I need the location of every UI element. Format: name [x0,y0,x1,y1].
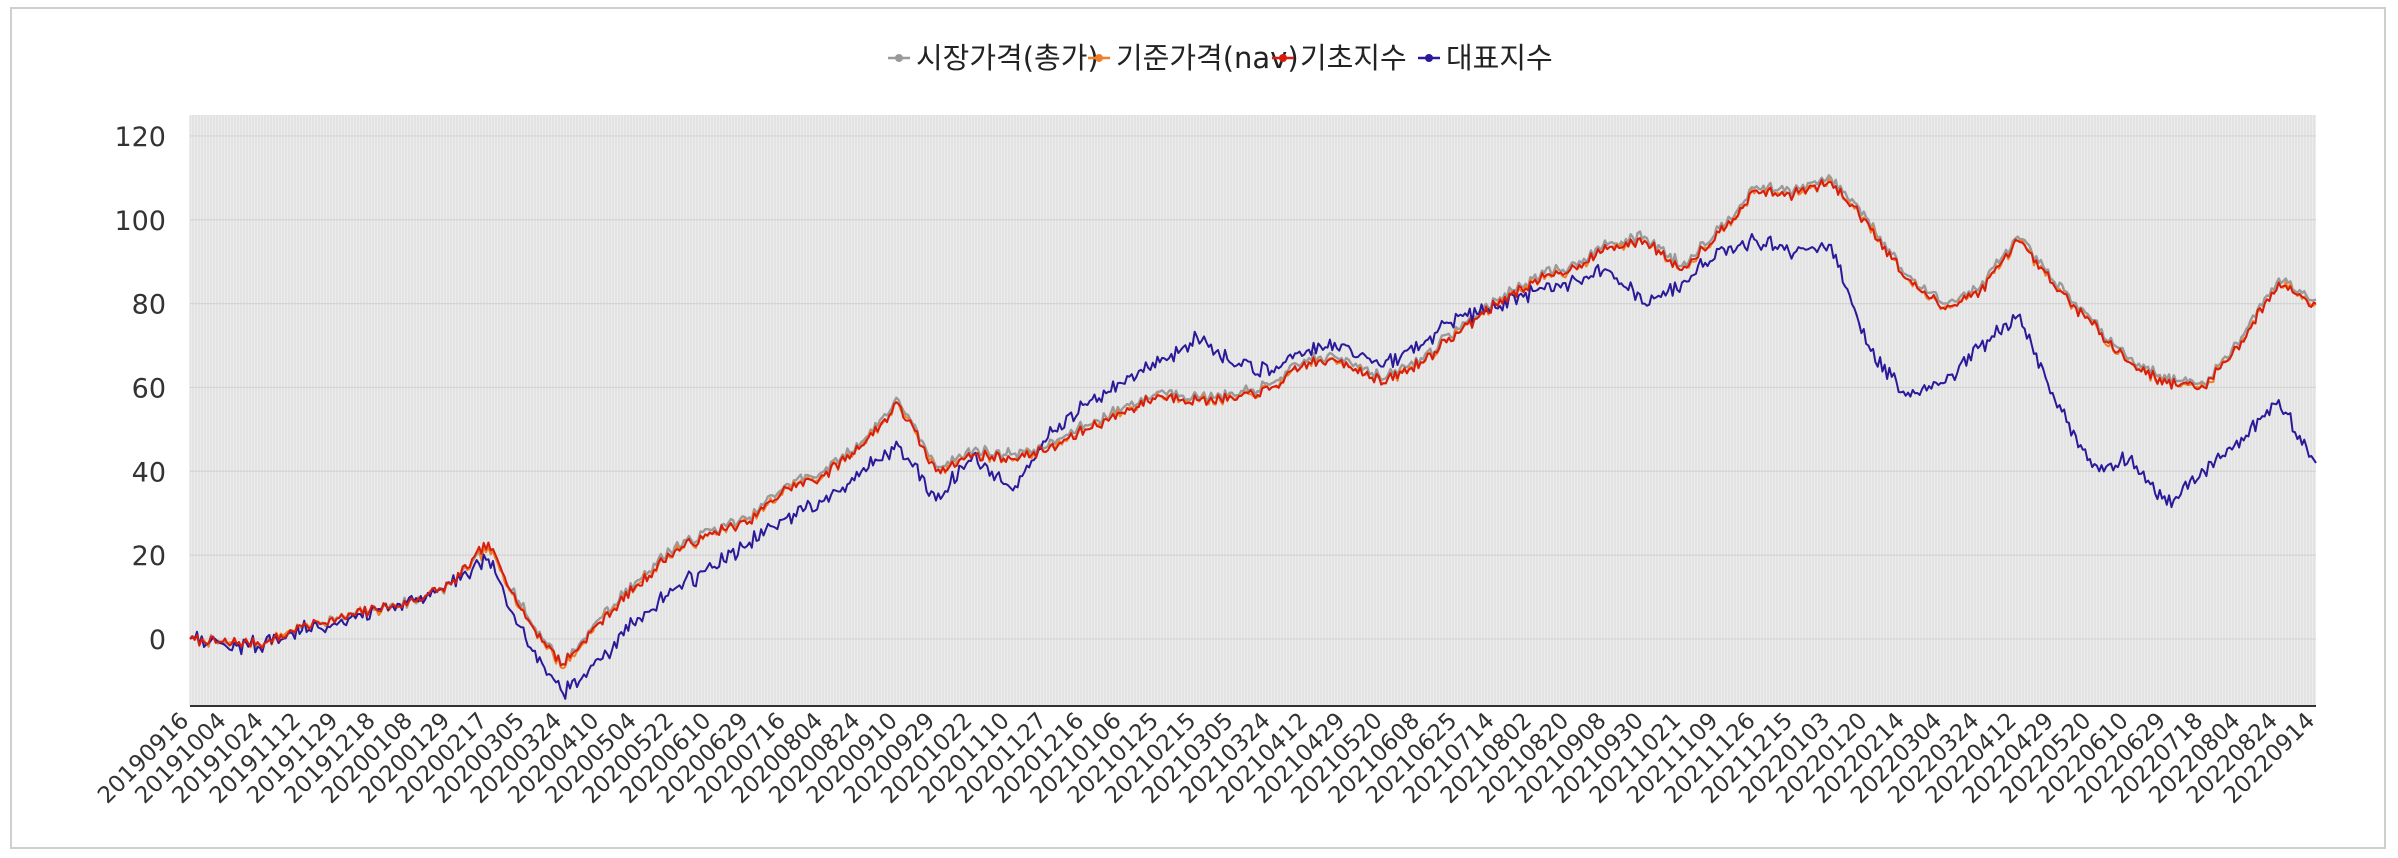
series-line-3 [189,233,2317,700]
legend-item-3: 대표지수 [1418,41,1553,75]
y-tick-label: 0 [149,625,166,656]
x-axis-ticks: 2019091620191004201910242019111220191129… [93,708,2320,809]
y-tick-label: 100 [114,206,166,237]
y-tick-label: 80 [132,290,166,321]
legend-label: 기초지수 [1300,41,1407,75]
y-tick-label: 20 [132,541,166,572]
legend-item-1: 기준가격(nav) [1088,41,1299,75]
legend-marker-dot [1095,54,1103,62]
series-line-2 [189,178,2317,667]
series-line-0 [189,174,2317,667]
legend: 시장가격(총가) 기준가격(nav) 기초지수 대표지수 [888,41,1553,75]
y-tick-label: 120 [114,122,166,153]
legend-label: 대표지수 [1446,41,1553,75]
legend-label: 기준가격(nav) [1116,41,1299,75]
legend-label: 시장가격(총가) [916,41,1099,75]
plot-background [190,115,2316,706]
series-layer [189,174,2317,700]
y-tick-label: 60 [132,373,166,404]
legend-item-2: 기초지수 [1272,41,1407,75]
legend-marker-dot [1279,54,1287,62]
vertical-grid [189,115,2315,706]
legend-item-0: 시장가격(총가) [888,41,1099,75]
legend-marker-dot [1425,54,1433,62]
y-tick-label: 40 [132,457,166,488]
legend-marker-dot [895,54,903,62]
y-axis-ticks: 0 20 40 60 80 100 120 [114,122,166,656]
